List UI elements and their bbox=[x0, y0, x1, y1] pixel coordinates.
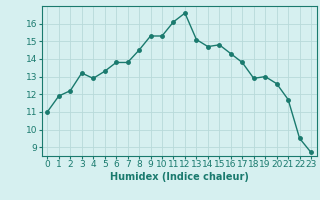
X-axis label: Humidex (Indice chaleur): Humidex (Indice chaleur) bbox=[110, 172, 249, 182]
